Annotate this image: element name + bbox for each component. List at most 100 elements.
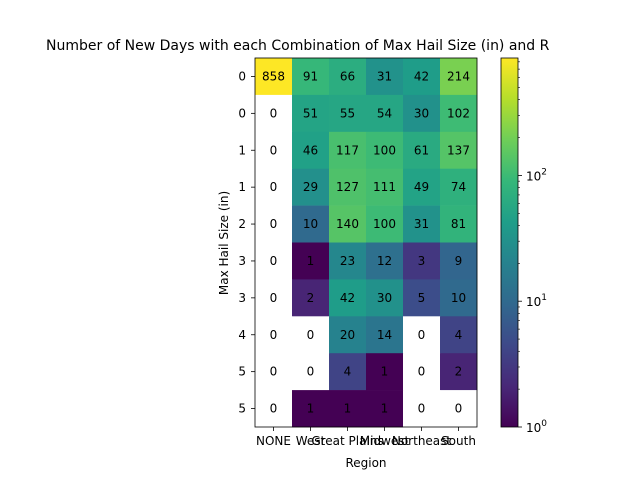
cell-value-label: 0 bbox=[270, 402, 278, 416]
cell-value-label: 0 bbox=[270, 328, 278, 342]
heatmap-cell bbox=[329, 353, 367, 391]
heatmap-cell bbox=[366, 58, 404, 96]
cell-value-label: 5 bbox=[418, 291, 426, 305]
heatmap-cell bbox=[292, 390, 330, 428]
colorbar: 100 101 102 bbox=[500, 57, 547, 435]
heatmap-cell bbox=[440, 94, 478, 133]
cell-value-label: 31 bbox=[377, 69, 392, 83]
cell-value-label: 0 bbox=[270, 291, 278, 305]
cell-value-label: 100 bbox=[373, 143, 396, 157]
heatmap-cell bbox=[440, 168, 478, 206]
cell-value-label: 31 bbox=[414, 217, 429, 231]
heatmap-cell bbox=[255, 131, 293, 169]
cell-value-label: 0 bbox=[270, 217, 278, 231]
heatmap-cell bbox=[292, 316, 330, 354]
cell-value-label: 10 bbox=[303, 217, 318, 231]
cell-value-label: 137 bbox=[447, 143, 470, 157]
y-axis-label: Max Hail Size (in) bbox=[217, 191, 231, 295]
y-tick-label: 2 bbox=[238, 217, 246, 231]
heatmap-cell bbox=[403, 168, 441, 206]
heatmap-cell bbox=[440, 58, 478, 96]
heatmap-cell bbox=[403, 131, 441, 169]
heatmap-cell bbox=[255, 168, 293, 206]
chart-title: Number of New Days with each Combination… bbox=[46, 38, 550, 54]
heatmap-cell bbox=[440, 131, 478, 169]
heatmap-cell bbox=[366, 279, 404, 317]
heatmap-cell bbox=[403, 279, 441, 317]
heatmap-cell bbox=[329, 168, 367, 206]
cell-value-label: 2 bbox=[455, 365, 463, 379]
cell-value-label: 111 bbox=[373, 180, 396, 194]
y-tick-label: 3 bbox=[238, 291, 246, 305]
plot-frame bbox=[254, 57, 478, 428]
y-tick-label: 0 bbox=[238, 69, 246, 83]
cell-value-label: 117 bbox=[336, 143, 359, 157]
cell-value-label: 4 bbox=[455, 328, 463, 342]
cell-value-label: 74 bbox=[451, 180, 466, 194]
cell-value-label: 66 bbox=[340, 69, 355, 83]
cell-value-label: 0 bbox=[418, 365, 426, 379]
heatmap-cell bbox=[366, 316, 404, 354]
cell-value-label: 0 bbox=[418, 328, 426, 342]
colorbar-tick-label: 101 bbox=[526, 293, 547, 309]
cell-value-label: 0 bbox=[270, 365, 278, 379]
cell-value-label: 127 bbox=[336, 180, 359, 194]
heatmap-cell bbox=[403, 390, 441, 428]
heatmap-cell bbox=[292, 242, 330, 280]
cell-value-label: 42 bbox=[414, 69, 429, 83]
heatmap-cell bbox=[329, 131, 367, 169]
cell-value-label: 12 bbox=[377, 254, 392, 268]
y-tick-label: 5 bbox=[238, 402, 246, 416]
heatmap-cell bbox=[255, 353, 293, 391]
heatmap-cell bbox=[403, 242, 441, 280]
x-tick-label: Midwest bbox=[360, 434, 410, 448]
cell-value-label: 3 bbox=[418, 254, 426, 268]
heatmap-cell bbox=[403, 353, 441, 391]
y-axis-ticks: 0 0 1 1 2 3 3 4 5 5 bbox=[238, 69, 255, 416]
heatmap-cell bbox=[292, 168, 330, 206]
heatmap-cell bbox=[366, 390, 404, 428]
y-tick-label: 5 bbox=[238, 365, 246, 379]
heatmap-cell bbox=[255, 58, 293, 96]
heatmap-cell bbox=[255, 242, 293, 280]
cell-value-label: 9 bbox=[455, 254, 463, 268]
y-tick-label: 3 bbox=[238, 254, 246, 268]
heatmap-cell bbox=[403, 58, 441, 96]
heatmap-cell bbox=[440, 279, 478, 317]
heatmap-cell bbox=[366, 168, 404, 206]
cell-value-label: 29 bbox=[303, 180, 318, 194]
cell-value-label: 0 bbox=[307, 365, 315, 379]
heatmap-cell bbox=[440, 242, 478, 280]
cell-value-label: 1 bbox=[307, 402, 315, 416]
cell-value-label: 14 bbox=[377, 328, 392, 342]
cell-value-label: 0 bbox=[418, 402, 426, 416]
cell-value-label: 61 bbox=[414, 143, 429, 157]
heatmap-cell bbox=[292, 131, 330, 169]
cell-value-label: 20 bbox=[340, 328, 355, 342]
cell-value-label: 81 bbox=[451, 217, 466, 231]
heatmap-cell bbox=[403, 316, 441, 354]
heatmap-cell bbox=[440, 205, 478, 243]
y-tick-label: 4 bbox=[238, 328, 246, 342]
x-axis-label: Region bbox=[345, 456, 386, 470]
cell-value-label: 0 bbox=[270, 180, 278, 194]
cell-value-label: 1 bbox=[344, 402, 352, 416]
heatmap-cell bbox=[255, 279, 293, 317]
cell-value-label: 49 bbox=[414, 180, 429, 194]
heatmap-cell bbox=[292, 353, 330, 391]
heatmap-cell bbox=[329, 58, 367, 96]
cell-value-label: 140 bbox=[336, 217, 359, 231]
heatmap-cell bbox=[329, 205, 367, 243]
cell-value-label: 1 bbox=[381, 402, 389, 416]
cell-value-label: 858 bbox=[262, 69, 285, 83]
cell-value-label: 0 bbox=[270, 106, 278, 120]
heatmap-cell bbox=[329, 279, 367, 317]
cell-value-label: 4 bbox=[344, 365, 352, 379]
x-tick-label: West bbox=[296, 434, 326, 448]
heatmap-cell bbox=[292, 279, 330, 317]
heatmap-cell bbox=[255, 390, 293, 428]
heatmap-cell bbox=[403, 94, 441, 133]
heatmap-cell bbox=[366, 131, 404, 169]
heatmap-cell bbox=[366, 205, 404, 243]
